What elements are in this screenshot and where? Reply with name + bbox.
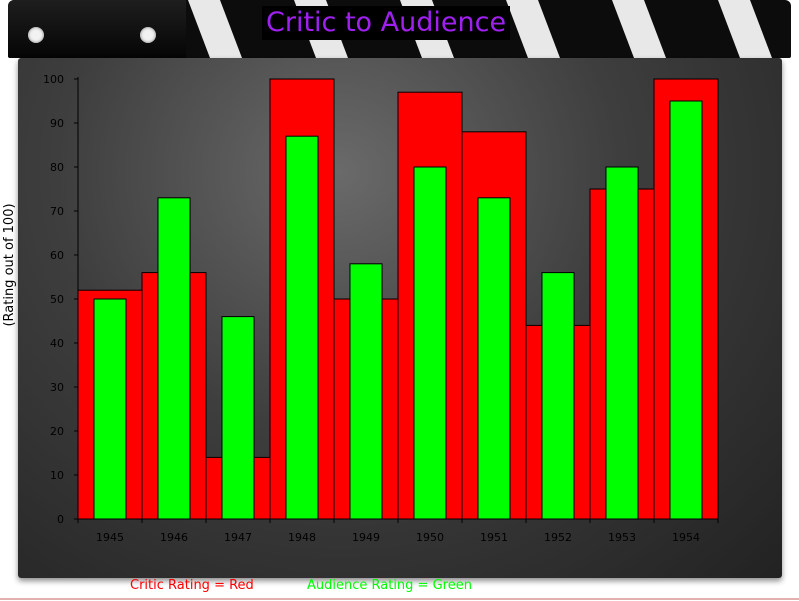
x-tick-label-1945: 1945 <box>96 531 124 544</box>
hinge-hole-right <box>140 27 156 43</box>
legend-critic-rating: Critic Rating = Red <box>130 578 254 593</box>
y-tick-label-50: 50 <box>50 293 64 306</box>
audience-bar-1947 <box>221 316 255 520</box>
x-tick-label-1948: 1948 <box>288 531 316 544</box>
y-tick-label-70: 70 <box>50 205 64 218</box>
legend: Critic Rating = Red Audience Rating = Gr… <box>0 578 799 596</box>
audience-bar-1949 <box>349 263 383 520</box>
x-tick-label-1952: 1952 <box>544 531 572 544</box>
axes-group: 0 10 20 30 40 50 60 70 80 90 100 1945 1946 1947 1948 19… <box>43 73 719 544</box>
y-tick-label-20: 20 <box>50 425 64 438</box>
hinge-hole-left <box>28 27 44 43</box>
y-tick-label-100: 100 <box>43 73 64 86</box>
clapper-hinge <box>8 0 186 58</box>
audience-bar-1952 <box>541 272 575 520</box>
x-tick-label-1951: 1951 <box>480 531 508 544</box>
audience-bar-1948 <box>285 135 319 520</box>
x-tick-label-1953: 1953 <box>608 531 636 544</box>
audience-bar-1950 <box>413 166 447 520</box>
bars-group <box>77 78 719 520</box>
y-axis-label: (Rating out of 100) <box>2 203 17 326</box>
legend-audience-rating: Audience Rating = Green <box>307 578 472 593</box>
audience-bar-1953 <box>605 166 639 520</box>
bottom-border <box>0 598 799 600</box>
x-tick-label-1946: 1946 <box>160 531 188 544</box>
audience-bar-1954 <box>669 100 703 520</box>
y-tick-label-10: 10 <box>50 469 64 482</box>
y-tick-label-40: 40 <box>50 337 64 350</box>
y-tick-label-90: 90 <box>50 117 64 130</box>
audience-bar-1946 <box>157 197 191 520</box>
audience-bar-1945 <box>93 298 127 520</box>
y-tick-label-30: 30 <box>50 381 64 394</box>
x-tick-label-1947: 1947 <box>224 531 252 544</box>
x-tick-label-1954: 1954 <box>672 531 700 544</box>
x-tick-label-1950: 1950 <box>416 531 444 544</box>
chart-title: Critic to Audience <box>262 6 511 40</box>
y-tick-label-60: 60 <box>50 249 64 262</box>
y-tick-label-0: 0 <box>57 513 64 526</box>
y-tick-label-80: 80 <box>50 161 64 174</box>
x-tick-label-1949: 1949 <box>352 531 380 544</box>
audience-bar-1951 <box>477 197 511 520</box>
